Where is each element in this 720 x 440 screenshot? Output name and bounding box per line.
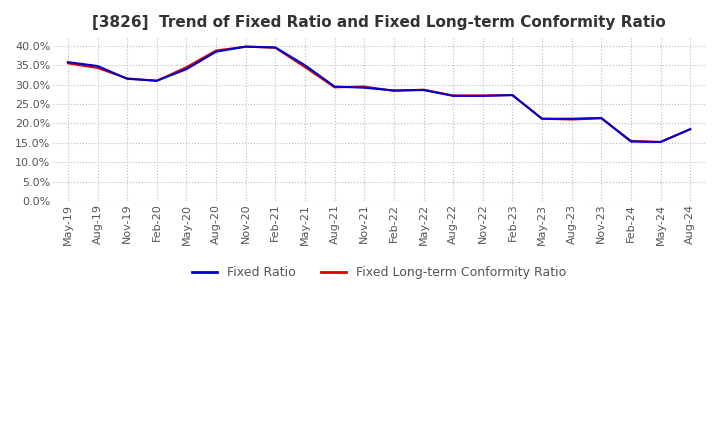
Legend: Fixed Ratio, Fixed Long-term Conformity Ratio: Fixed Ratio, Fixed Long-term Conformity … — [187, 261, 571, 284]
Title: [3826]  Trend of Fixed Ratio and Fixed Long-term Conformity Ratio: [3826] Trend of Fixed Ratio and Fixed Lo… — [92, 15, 666, 30]
